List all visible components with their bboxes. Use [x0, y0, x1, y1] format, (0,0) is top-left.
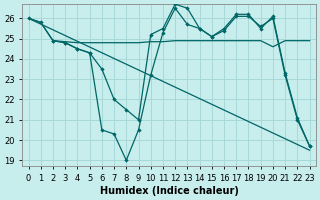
X-axis label: Humidex (Indice chaleur): Humidex (Indice chaleur) — [100, 186, 238, 196]
